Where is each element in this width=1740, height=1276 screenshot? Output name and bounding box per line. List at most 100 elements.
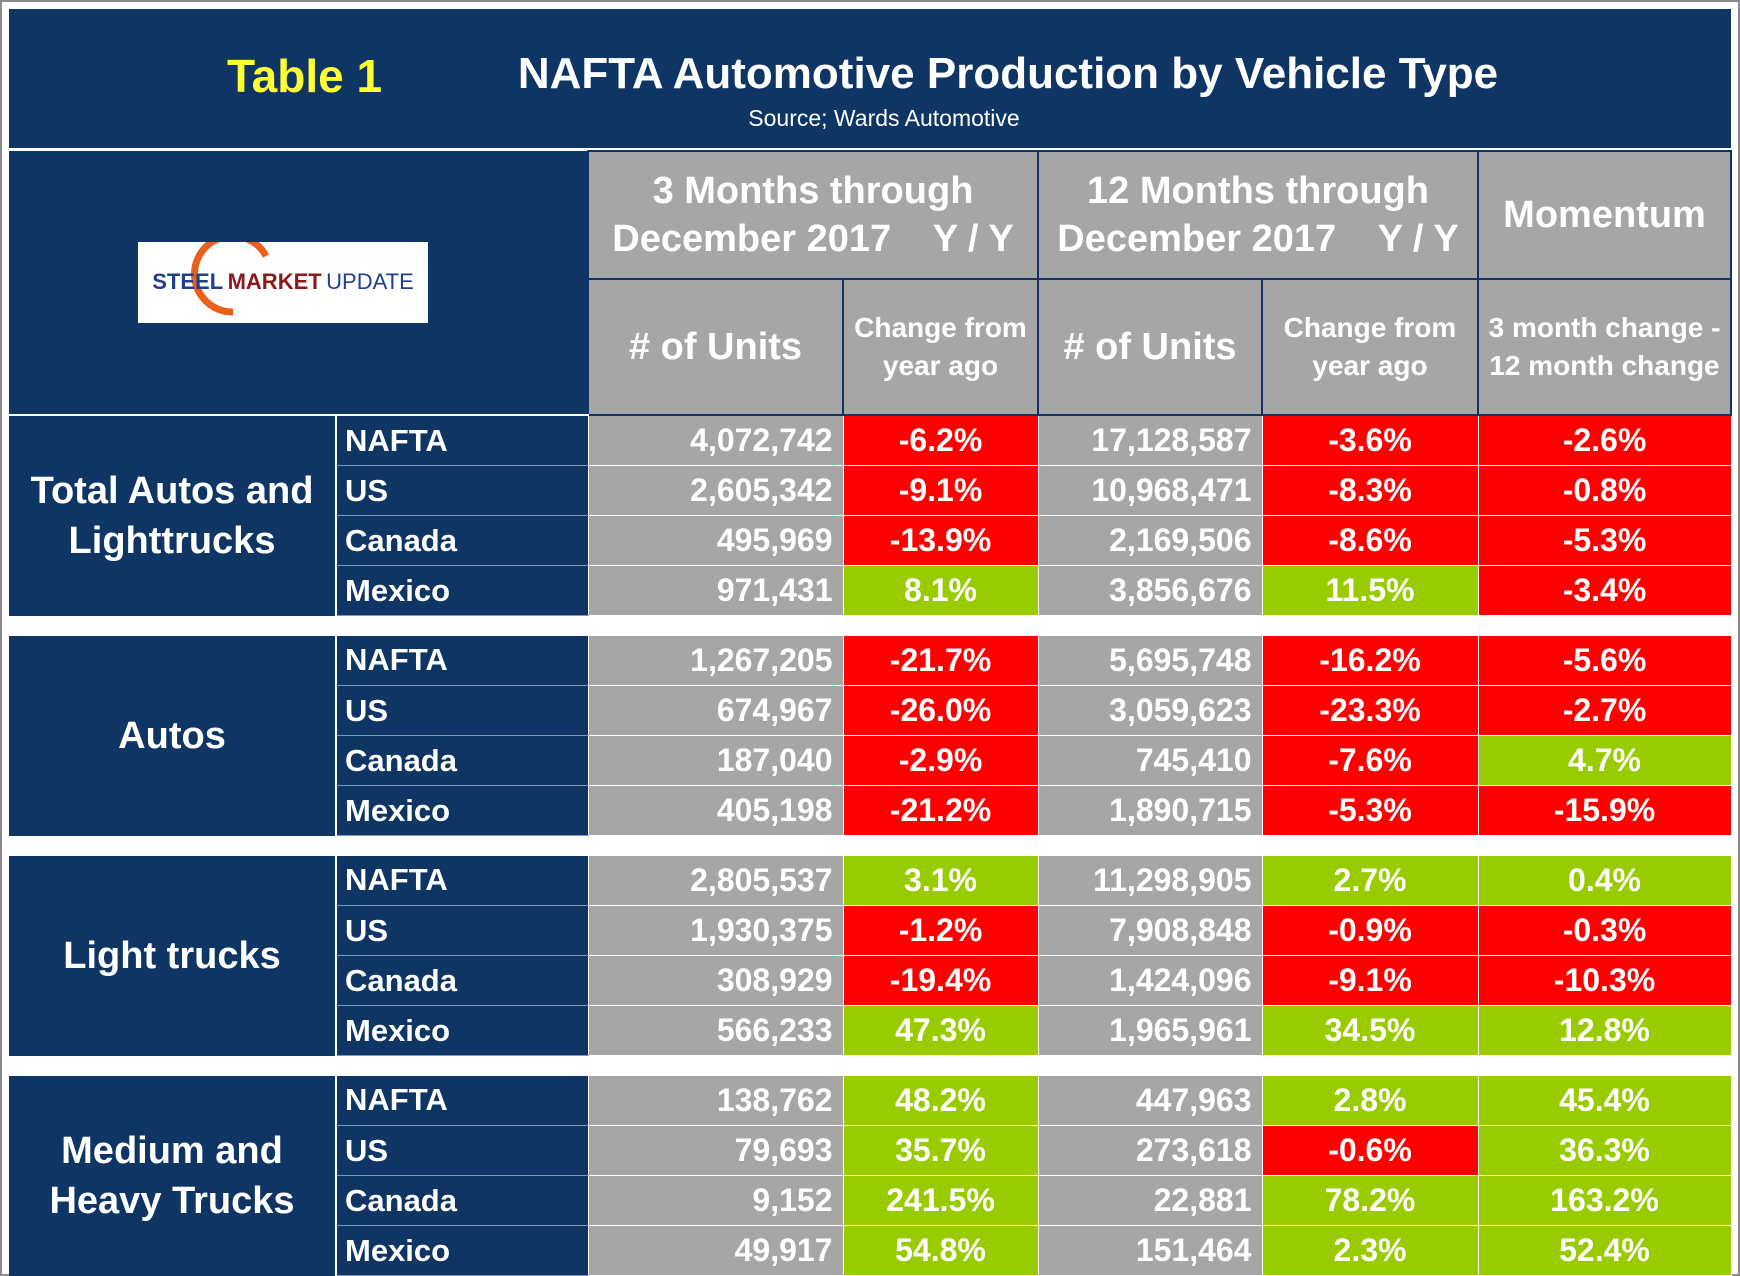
table-title: NAFTA Automotive Production by Vehicle T… (517, 49, 1499, 98)
change: -9.1% (1261, 955, 1479, 1006)
units: 5,695,748 (1037, 635, 1263, 686)
change: 45.4% (1477, 1075, 1732, 1126)
section-gap (9, 615, 1731, 636)
change: 2.3% (1261, 1225, 1479, 1276)
column-header: Change from year ago (1261, 278, 1479, 416)
change: 78.2% (1261, 1175, 1479, 1226)
units: 151,464 (1037, 1225, 1263, 1276)
group-header: 12 Months through December 2017 Y / Y (1037, 150, 1479, 280)
units: 2,805,537 (587, 855, 844, 906)
units: 2,169,506 (1037, 515, 1263, 566)
section-gap (9, 1055, 1731, 1076)
region: NAFTA (336, 635, 588, 686)
change: 54.8% (842, 1225, 1039, 1276)
change: -2.6% (1477, 414, 1732, 466)
subheader-row: # of Units Change from year ago # of Units… (9, 278, 1732, 416)
units: 495,969 (587, 515, 844, 566)
change: -8.3% (1261, 465, 1479, 516)
column-header: Change from year ago (842, 278, 1039, 416)
units: 308,929 (587, 955, 844, 1006)
change: -5.3% (1261, 785, 1479, 836)
data-table: STEEL MARKET UPDATE 3 Months through Dece… (9, 150, 1732, 1276)
data-row: US 79,693 35.7% 273,618 -0.6% 36.3% (9, 1125, 1732, 1176)
column-header: # of Units (587, 278, 844, 416)
data-row: Canada 308,929 -19.4% 1,424,096 -9.1% -10.3% (9, 955, 1732, 1006)
data-row: Mexico 566,233 47.3% 1,965,961 34.5% 12.8% (9, 1005, 1732, 1056)
change: -23.3% (1261, 685, 1479, 736)
data-row: Mexico 405,198 -21.2% 1,890,715 -5.3% -15.9% (9, 785, 1732, 836)
change: 2.7% (1261, 855, 1479, 906)
group-header-line: Momentum (1503, 194, 1706, 236)
units: 17,128,587 (1037, 414, 1263, 466)
region: Mexico (336, 1225, 588, 1276)
column-header: # of Units (1037, 278, 1263, 416)
change: -8.6% (1261, 515, 1479, 566)
change: -0.8% (1477, 465, 1732, 516)
units: 10,968,471 (1037, 465, 1263, 516)
units: 3,059,623 (1037, 685, 1263, 736)
change: -2.9% (842, 735, 1039, 786)
region: Canada (336, 955, 588, 1006)
section-label: Autos (9, 635, 337, 836)
column-header: 3 month change - 12 month change (1477, 278, 1732, 416)
change: 12.8% (1477, 1005, 1732, 1056)
data-row: Medium and Heavy Trucks NAFTA 138,762 48.2%… (9, 1075, 1732, 1276)
group-header: Momentum (1477, 150, 1732, 280)
change: -6.2% (842, 414, 1039, 466)
change: 8.1% (842, 565, 1039, 616)
logo: STEEL MARKET UPDATE (138, 242, 428, 323)
units: 7,908,848 (1037, 905, 1263, 956)
change: 47.3% (842, 1005, 1039, 1056)
units: 187,040 (587, 735, 844, 786)
change: -13.9% (842, 515, 1039, 566)
data-row: Canada 187,040 -2.9% 745,410 -7.6% 4.7% (9, 735, 1732, 786)
units: 138,762 (587, 1075, 844, 1126)
gap-cell (9, 835, 1731, 856)
logo-cell: STEEL MARKET UPDATE (9, 151, 588, 416)
units: 1,424,096 (1037, 955, 1263, 1006)
change: 52.4% (1477, 1225, 1732, 1276)
change: -1.2% (842, 905, 1039, 956)
section-label: Medium and Heavy Trucks (9, 1075, 337, 1276)
region: NAFTA (336, 1075, 588, 1126)
data-row: Autos NAFTA 1,267,205 -21.7% 5,695,748 -16.2%… (9, 635, 1732, 836)
data-row: US 1,930,375 -1.2% 7,908,848 -0.9% -0.3% (9, 905, 1732, 956)
data-row: Canada 495,969 -13.9% 2,169,506 -8.6% -5.3% (9, 515, 1732, 566)
units: 971,431 (587, 565, 844, 616)
group-header-line: December 2017 Y / Y (612, 218, 1014, 260)
header-row: STEEL MARKET UPDATE 3 Months through Dece… (9, 150, 1732, 416)
region: Canada (336, 1175, 588, 1226)
change: 0.4% (1477, 855, 1732, 906)
units: 566,233 (587, 1005, 844, 1056)
gap-cell (9, 1055, 1731, 1076)
data-row: US 674,967 -26.0% 3,059,623 -23.3% -2.7% (9, 685, 1732, 736)
units: 273,618 (1037, 1125, 1263, 1176)
change: 163.2% (1477, 1175, 1732, 1226)
change: -3.4% (1477, 565, 1732, 616)
units: 1,890,715 (1037, 785, 1263, 836)
change: -15.9% (1477, 785, 1732, 836)
table-body: STEEL MARKET UPDATE 3 Months through Dece… (9, 150, 1732, 1276)
group-header: 3 Months through December 2017 Y / Y (587, 150, 1039, 280)
units: 1,930,375 (587, 905, 844, 956)
region: US (336, 905, 588, 956)
units: 11,298,905 (1037, 855, 1263, 906)
units: 674,967 (587, 685, 844, 736)
change: -26.0% (842, 685, 1039, 736)
change: -3.6% (1261, 414, 1479, 466)
units: 1,267,205 (587, 635, 844, 686)
change: -0.3% (1477, 905, 1732, 956)
change: 35.7% (842, 1125, 1039, 1176)
group-header-line: 12 Months through (1087, 170, 1429, 212)
units: 79,693 (587, 1125, 844, 1176)
units: 1,965,961 (1037, 1005, 1263, 1056)
units: 2,605,342 (587, 465, 844, 516)
change: 3.1% (842, 855, 1039, 906)
data-row: Light trucks NAFTA 2,805,537 3.1% 11,298,905… (9, 855, 1732, 1056)
section-label: Total Autos and Lighttrucks (9, 415, 337, 616)
change: -0.6% (1261, 1125, 1479, 1176)
units: 4,072,742 (587, 414, 844, 466)
change: 4.7% (1477, 735, 1732, 786)
header: Table 1 NAFTA Automotive Production by V… (9, 9, 1731, 148)
